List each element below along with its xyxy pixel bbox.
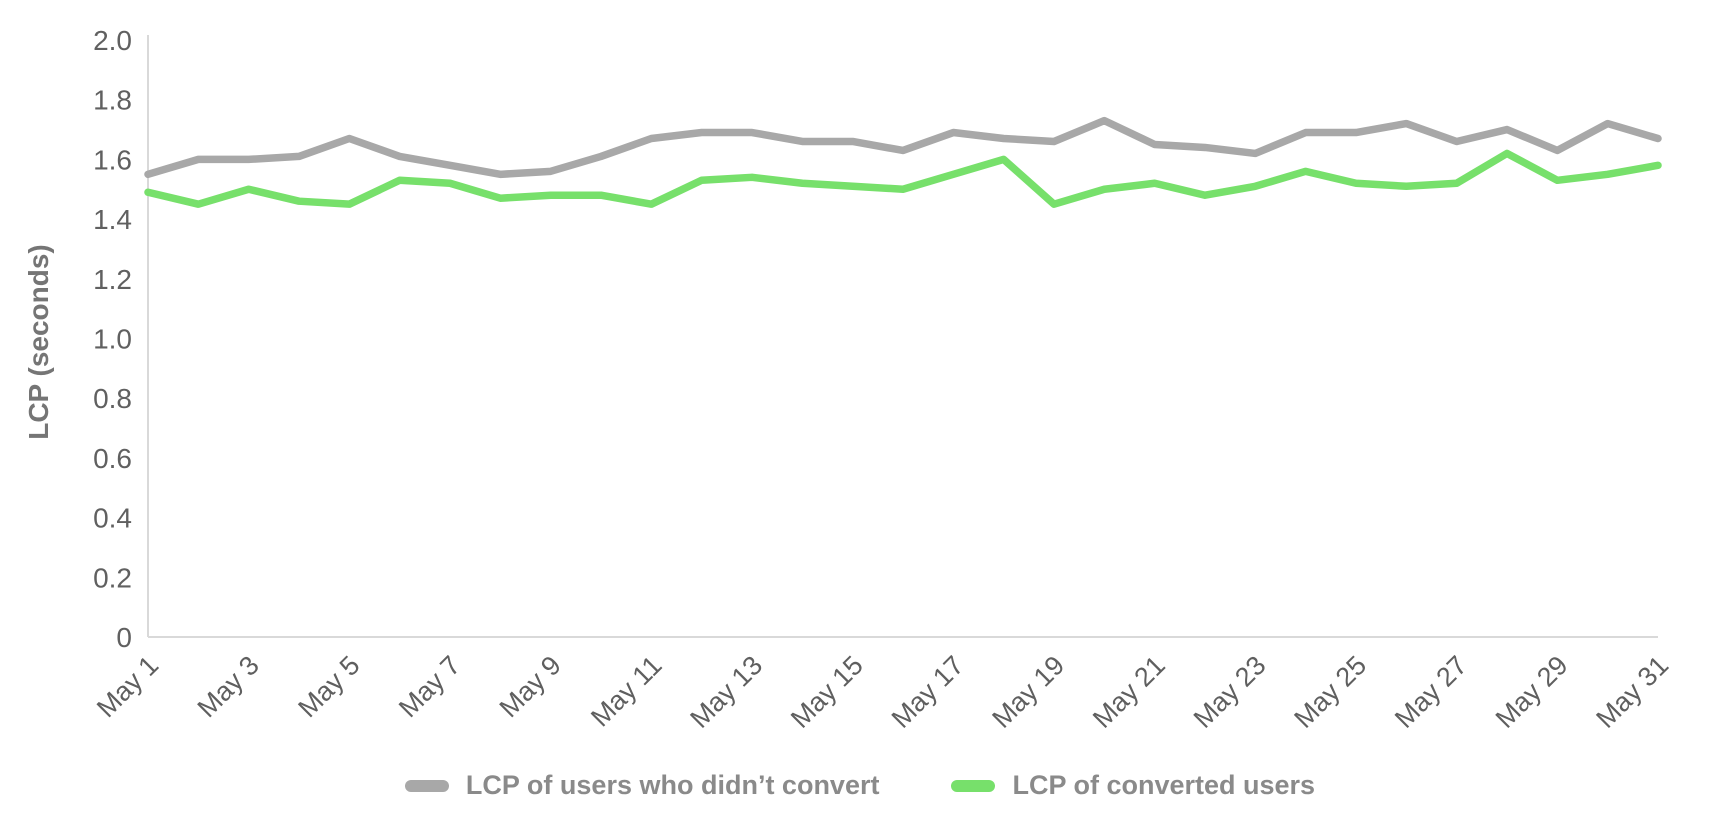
x-tick-label: May 19 xyxy=(986,650,1070,734)
y-tick-label: 0 xyxy=(116,622,132,653)
y-tick-label: 0.8 xyxy=(93,383,132,414)
x-tick-label: May 15 xyxy=(785,650,869,734)
x-tick-label: May 3 xyxy=(192,650,265,723)
y-tick-label: 1.0 xyxy=(93,324,132,355)
x-tick-label: May 23 xyxy=(1188,650,1272,734)
y-tick-label: 1.4 xyxy=(93,204,132,235)
y-tick-label: 0.2 xyxy=(93,562,132,593)
y-tick-label: 1.8 xyxy=(93,85,132,116)
x-tick-label: May 29 xyxy=(1490,650,1574,734)
series-line-converted-users xyxy=(144,149,1662,208)
y-tick-label: 0.4 xyxy=(93,503,132,534)
x-tick-label: May 9 xyxy=(494,650,567,723)
series-lines xyxy=(144,116,1662,208)
series-line-non-converted-users xyxy=(144,116,1662,179)
x-tick-label: May 27 xyxy=(1389,650,1473,734)
x-tick-label: May 21 xyxy=(1087,650,1171,734)
y-tick-label: 1.2 xyxy=(93,264,132,295)
legend-item-non-converted-users: LCP of users who didn’t convert xyxy=(404,770,880,801)
x-tick-label: May 31 xyxy=(1590,650,1674,734)
y-tick-label: 1.6 xyxy=(93,144,132,175)
legend-label-converted-users: LCP of converted users xyxy=(1012,770,1316,800)
x-tick-label: May 11 xyxy=(585,650,667,732)
x-tick-label: May 25 xyxy=(1288,650,1372,734)
legend: LCP of users who didn’t convert LCP of c… xyxy=(0,770,1720,801)
x-tick-label: May 17 xyxy=(886,650,970,734)
x-tick-label: May 13 xyxy=(684,650,768,734)
legend-item-converted-users: LCP of converted users xyxy=(951,770,1315,801)
legend-swatch-green xyxy=(951,779,996,792)
y-tick-label: 0.6 xyxy=(93,443,132,474)
legend-label-non-converted-users: LCP of users who didn’t convert xyxy=(465,770,880,800)
legend-swatch-gray xyxy=(404,779,449,792)
x-tick-label: May 5 xyxy=(292,650,365,723)
y-axis-title: LCP (seconds) xyxy=(23,244,54,440)
x-tick-label: May 7 xyxy=(393,650,466,723)
axes xyxy=(147,35,1658,638)
y-tick-label: 2.0 xyxy=(93,25,132,56)
x-tick-label: May 1 xyxy=(91,650,164,723)
lcp-line-chart: LCP (seconds) 0 0.2 0.4 0.6 0.8 1.0 1.2 1.4 1.6 1… xyxy=(23,25,1674,734)
